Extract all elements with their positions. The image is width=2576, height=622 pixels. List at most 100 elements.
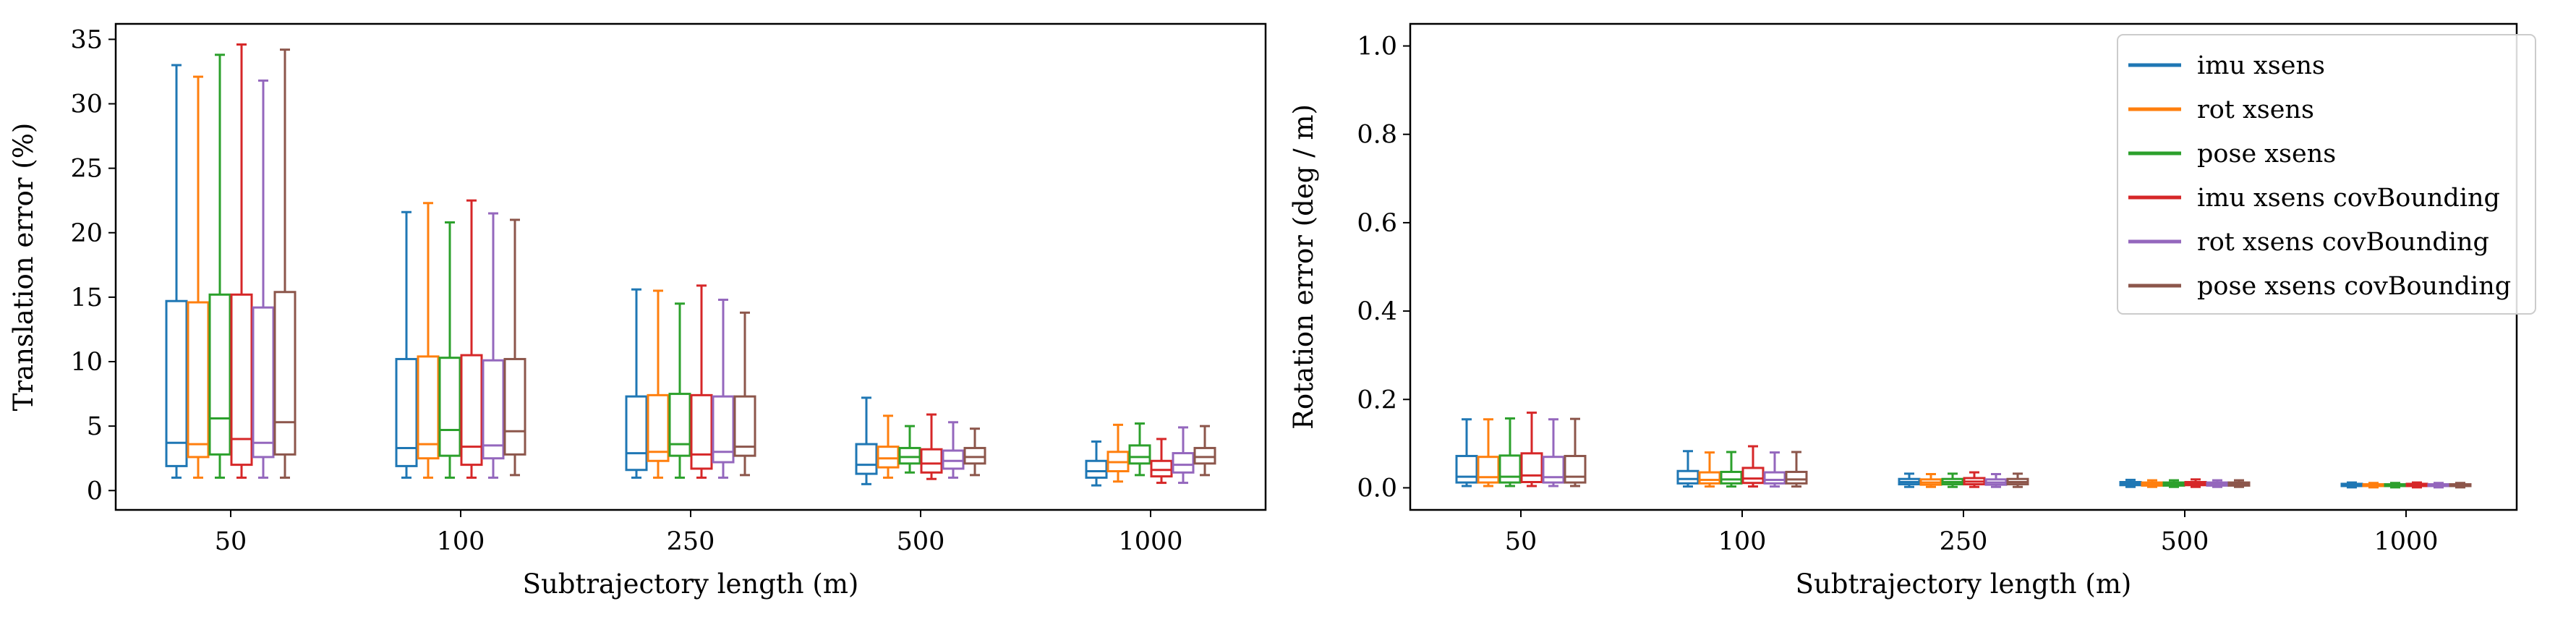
legend: imu xsens rot xsens pose xsens imu xsens co…: [2117, 34, 2536, 315]
series-pose-xsens: [208, 54, 1151, 479]
box: [1564, 454, 1587, 484]
box: [1676, 469, 1699, 485]
box: [1542, 456, 1565, 484]
y-tick-label: 0.4: [1357, 297, 1397, 326]
box-plot: [187, 75, 210, 479]
y-axis-label: Translation error (%): [8, 123, 39, 412]
box-plot: [1150, 438, 1173, 485]
box-plot: [2184, 478, 2207, 488]
y-tick-label: 10: [70, 348, 103, 377]
box-plot: [1741, 445, 1765, 488]
box: [625, 395, 648, 472]
box-plot: [2227, 479, 2251, 488]
box: [208, 293, 231, 456]
box-plot: [1520, 412, 1543, 487]
box: [1128, 444, 1151, 465]
box: [920, 448, 943, 474]
box-plot: [482, 212, 505, 479]
box-plot: [1477, 418, 1500, 487]
box: [877, 446, 900, 469]
x-tick-label: 100: [1718, 527, 1767, 556]
box-plot: [438, 221, 461, 479]
box: [963, 446, 986, 465]
box-plot: [1193, 425, 1216, 477]
box-plot: [1898, 472, 1921, 488]
box-plot: [2119, 478, 2142, 488]
series-rot-xsens: [1477, 418, 2385, 489]
x-axis-label: Subtrajectory length (m): [1796, 568, 2132, 600]
box-plot: [1172, 426, 1195, 485]
box-plot: [1085, 440, 1108, 487]
box: [898, 446, 921, 465]
box-plot: [2449, 482, 2472, 489]
box: [165, 299, 188, 467]
box-plot: [2405, 481, 2428, 489]
box-plot: [2340, 481, 2363, 489]
box: [1763, 471, 1786, 485]
box-plot: [417, 202, 440, 479]
box-plot: [668, 302, 691, 479]
box: [1720, 470, 1743, 485]
box-plot: [942, 421, 965, 479]
legend-label: rot xsens covBounding: [2197, 228, 2489, 257]
box-plot: [1963, 471, 1986, 488]
x-axis-label: Subtrajectory length (m): [523, 568, 859, 600]
box: [1455, 454, 1478, 484]
box: [1193, 446, 1216, 465]
box-plot: [712, 298, 735, 479]
box: [712, 395, 735, 464]
box-plot: [898, 425, 921, 474]
box-plot: [460, 199, 483, 479]
y-tick-label: 1.0: [1357, 33, 1397, 61]
box-plot: [963, 427, 986, 477]
y-tick-label: 0.6: [1357, 209, 1397, 238]
box-plot: [920, 413, 943, 480]
box-plot: [252, 79, 275, 479]
y-tick-label: 0.0: [1357, 474, 1397, 503]
box: [273, 291, 297, 456]
x-tick-label: 50: [215, 527, 247, 556]
legend-label: imu xsens: [2197, 51, 2325, 80]
box-plot: [1498, 417, 1522, 487]
box-plot: [395, 210, 418, 479]
box: [1477, 456, 1500, 484]
legend-label: imu xsens covBounding: [2197, 184, 2500, 213]
box: [482, 359, 505, 460]
y-tick-label: 20: [70, 219, 103, 248]
box-plot: [855, 396, 878, 485]
series-pose-xsens-covbounding: [1564, 417, 2472, 489]
box-plot: [1763, 451, 1786, 488]
box-plot: [1676, 450, 1699, 488]
series-rot-xsens: [187, 75, 1130, 483]
series-imu-xsens-covbounding: [230, 43, 1173, 485]
box-plot: [2206, 479, 2229, 488]
x-tick-label: 250: [667, 527, 715, 556]
y-tick-label: 25: [70, 155, 103, 184]
series-imu-xsens: [1455, 418, 2363, 489]
x-tick-label: 100: [437, 527, 485, 556]
box: [1520, 452, 1543, 484]
y-axis-label: Rotation error (deg / m): [1288, 104, 1319, 430]
box: [647, 393, 670, 462]
box: [1785, 470, 1808, 485]
legend-frame: [2117, 34, 2536, 315]
box: [855, 443, 878, 475]
box-plot: [208, 54, 231, 479]
box: [187, 301, 210, 459]
box: [733, 395, 756, 457]
box: [1172, 452, 1195, 474]
x-tick-label: 250: [1940, 527, 1988, 556]
series-rot-xsens-covbounding: [1542, 418, 2450, 489]
y-tick-label: 0.2: [1357, 385, 1397, 414]
box-plot: [733, 311, 756, 477]
box: [230, 293, 253, 466]
series-pose-xsens: [1498, 417, 2407, 489]
box: [1085, 459, 1108, 479]
legend-label: pose xsens: [2197, 140, 2336, 169]
y-tick-label: 30: [70, 90, 103, 119]
y-tick-label: 15: [70, 284, 103, 312]
box-plot: [2162, 479, 2185, 488]
box: [1150, 459, 1173, 478]
box-plot: [503, 218, 526, 477]
y-tick-label: 5: [87, 412, 103, 441]
